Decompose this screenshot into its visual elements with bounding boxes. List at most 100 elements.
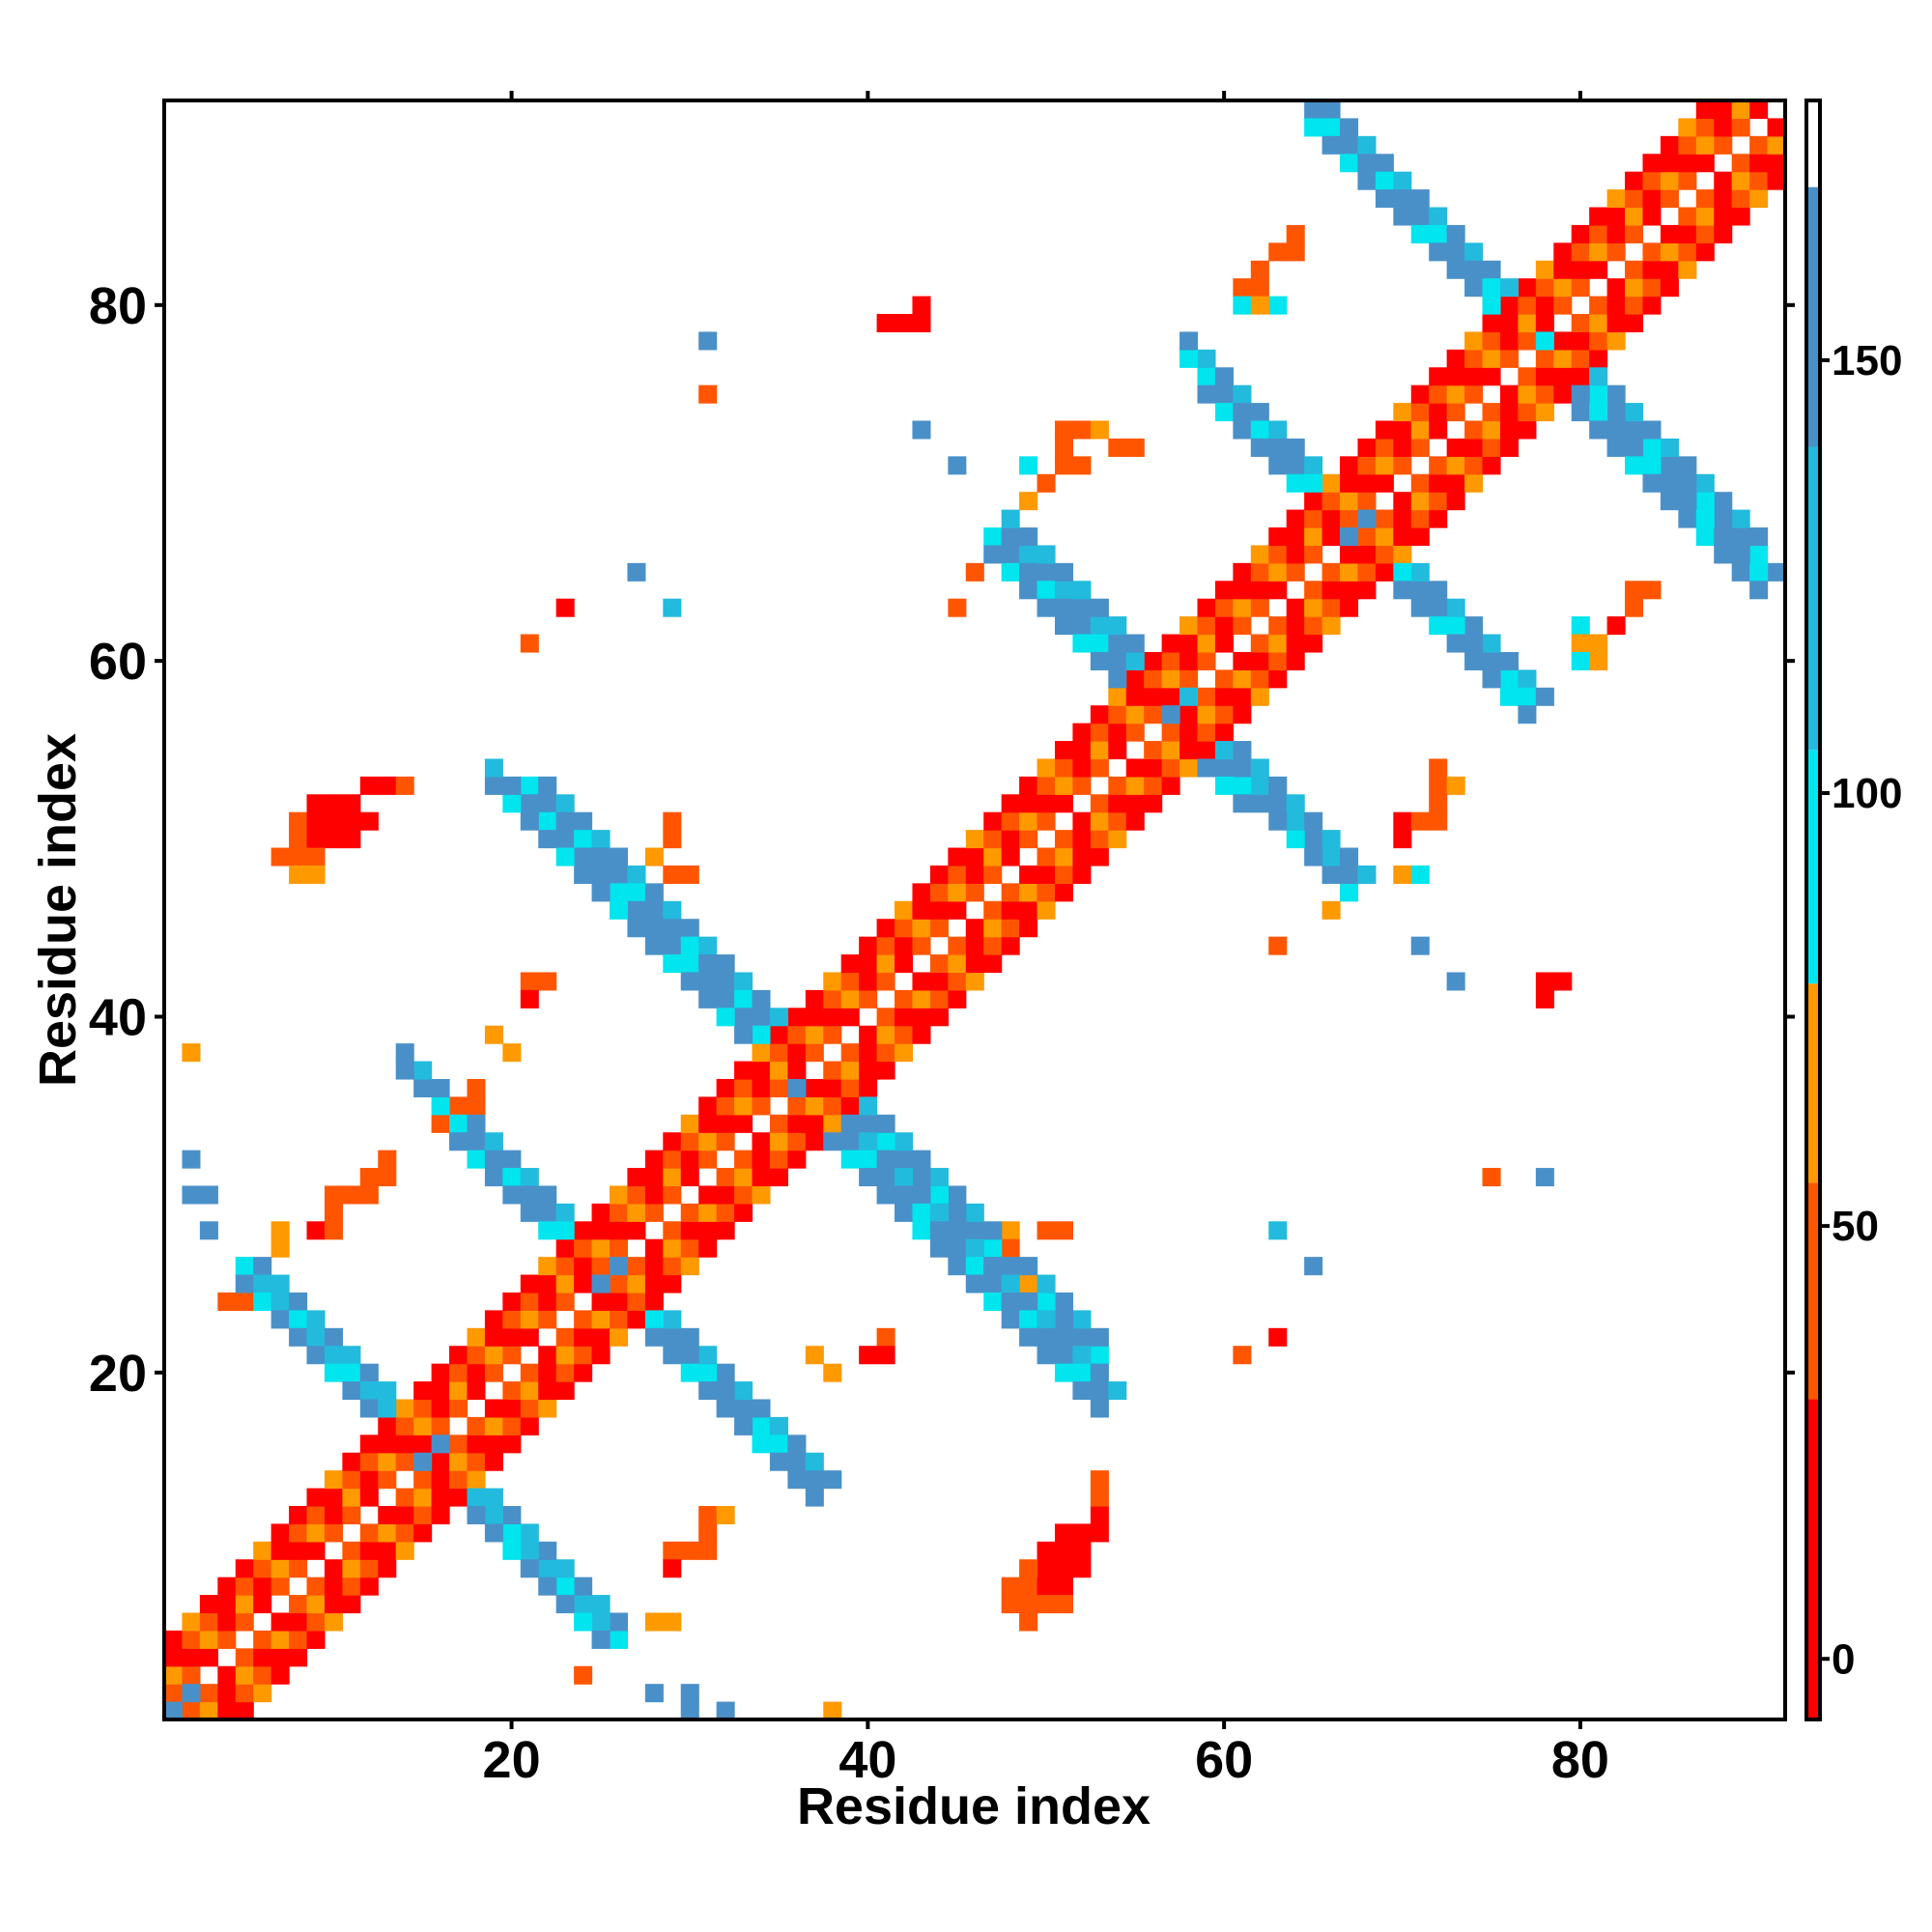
heatmap-cell: [1625, 224, 1644, 243]
heatmap-cell: [1161, 776, 1180, 795]
heatmap-cell: [253, 1595, 272, 1614]
heatmap-cell: [235, 1665, 254, 1685]
heatmap-cell: [520, 776, 539, 795]
heatmap-cell: [555, 1238, 575, 1258]
heatmap-cell: [716, 972, 735, 991]
heatmap-cell: [912, 296, 931, 315]
heatmap-cell: [1233, 420, 1252, 440]
heatmap-cell: [680, 1701, 699, 1720]
heatmap-cell: [1393, 811, 1412, 831]
heatmap-cell: [609, 1292, 629, 1311]
heatmap-cell: [235, 1612, 254, 1632]
heatmap-cell: [1714, 207, 1733, 226]
heatmap-cell: [1019, 1577, 1038, 1596]
heatmap-cell: [1001, 1292, 1020, 1311]
heatmap-cell: [591, 1595, 611, 1614]
heatmap-cell: [378, 1150, 397, 1169]
heatmap-cell: [1037, 776, 1056, 795]
heatmap-cell: [467, 1078, 486, 1097]
heatmap-cell: [413, 1399, 433, 1418]
heatmap-cell: [378, 1168, 397, 1187]
heatmap-cell: [235, 1595, 254, 1614]
heatmap-cell: [413, 1435, 433, 1454]
heatmap-cell: [929, 1203, 949, 1222]
heatmap-cell: [1642, 296, 1662, 315]
heatmap-cell: [734, 972, 753, 991]
heatmap-cell: [965, 1238, 984, 1258]
heatmap-cell: [253, 1257, 272, 1276]
heatmap-cell: [378, 1470, 397, 1490]
heatmap-cell: [1535, 367, 1554, 386]
heatmap-cell: [502, 1523, 522, 1543]
heatmap-cell: [324, 1523, 343, 1543]
heatmap-cell: [538, 1203, 557, 1222]
heatmap-cell: [1625, 403, 1644, 422]
heatmap-cell: [574, 1257, 593, 1276]
heatmap-cell: [663, 811, 682, 831]
heatmap-cell: [324, 811, 343, 831]
heatmap-cell: [1108, 705, 1127, 724]
heatmap-cell: [253, 1274, 272, 1293]
heatmap-cell: [876, 1008, 895, 1027]
heatmap-cell: [644, 1257, 664, 1276]
heatmap-cell: [1518, 687, 1537, 706]
heatmap-cell: [948, 1203, 967, 1222]
heatmap-cell: [1695, 135, 1715, 155]
heatmap-cell: [359, 1559, 379, 1578]
heatmap-cell: [324, 830, 343, 849]
y-tick-label: 60: [89, 633, 147, 691]
heatmap-cell: [1019, 1559, 1038, 1578]
heatmap-cell: [895, 1203, 914, 1222]
heatmap-cell: [199, 1612, 218, 1632]
heatmap-cell: [1250, 420, 1269, 440]
heatmap-cell: [1179, 349, 1199, 368]
heatmap-cell: [1678, 260, 1697, 279]
heatmap-cell: [698, 1096, 718, 1116]
heatmap-cell: [520, 1292, 539, 1311]
heatmap-cell: [574, 1221, 593, 1240]
heatmap-cell: [769, 1114, 788, 1133]
heatmap-cell: [769, 1008, 788, 1027]
heatmap-cell: [1589, 207, 1608, 226]
heatmap-cell: [324, 1327, 343, 1347]
heatmap-cell: [217, 1630, 237, 1649]
heatmap-cell: [1518, 705, 1537, 724]
heatmap-cell: [182, 1684, 201, 1703]
heatmap-cell: [1499, 669, 1520, 689]
heatmap-cell: [929, 1168, 949, 1187]
heatmap-cell: [306, 1327, 326, 1347]
heatmap-cell: [680, 1257, 699, 1276]
heatmap-cell: [1179, 723, 1199, 742]
heatmap-cell: [1714, 527, 1733, 547]
heatmap-cell: [1233, 296, 1252, 315]
heatmap-cell: [716, 1505, 735, 1525]
heatmap-cell: [467, 1150, 486, 1169]
heatmap-cell: [270, 1541, 290, 1560]
heatmap-cell: [716, 954, 735, 974]
heatmap-cell: [1606, 420, 1626, 440]
heatmap-cell: [467, 1114, 486, 1133]
heatmap-cell: [484, 1399, 503, 1418]
heatmap-cell: [1001, 1238, 1020, 1258]
heatmap-cell: [342, 1559, 361, 1578]
heatmap-cell: [1589, 367, 1608, 386]
heatmap-cell: [1144, 669, 1163, 689]
heatmap-cell: [342, 1577, 361, 1596]
heatmap-cell: [1125, 687, 1145, 706]
heatmap-cell: [574, 1346, 593, 1365]
heatmap-cell: [395, 1488, 414, 1507]
heatmap-cell: [1393, 527, 1412, 547]
heatmap-cell: [484, 1416, 503, 1435]
heatmap-cell: [467, 1435, 486, 1454]
y-tick-label: 20: [89, 1345, 147, 1403]
heatmap-cell: [306, 1221, 326, 1240]
heatmap-cell: [876, 1346, 895, 1365]
heatmap-cell: [876, 972, 895, 991]
heatmap-cell: [1214, 403, 1234, 422]
heatmap-cell: [1393, 830, 1412, 849]
heatmap-cell: [1375, 189, 1394, 209]
heatmap-cell: [1072, 634, 1092, 653]
heatmap-cell: [378, 1381, 397, 1401]
heatmap-cell: [876, 919, 895, 938]
heatmap-cell: [644, 1327, 664, 1347]
